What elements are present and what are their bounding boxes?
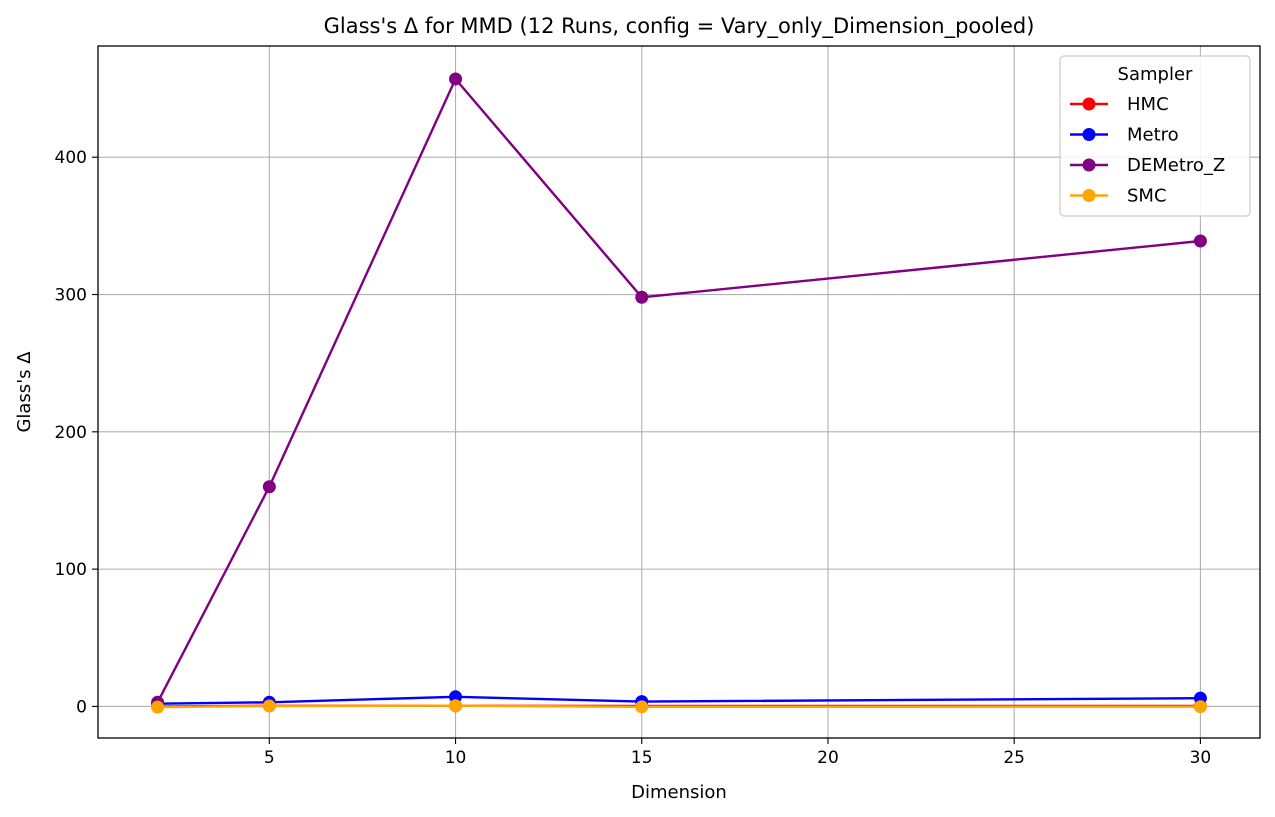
data-point [449,690,463,704]
x-tick-label: 20 [817,748,839,768]
y-axis-title: Glass's Δ [14,351,35,433]
legend-swatch-marker [1082,128,1096,141]
x-tick-label: 10 [445,748,467,768]
y-tick-label: 400 [55,148,87,168]
data-point [262,480,276,494]
data-point [151,700,165,714]
series-demetro-z [151,72,1207,709]
legend-entry: DEMetro_Z [1070,155,1225,176]
legend-label: DEMetro_Z [1127,155,1225,176]
data-point [1193,700,1207,714]
legend-box [1059,55,1251,217]
data-point [635,290,649,304]
x-tick-label: 25 [1003,748,1025,768]
legend: Sampler HMC Metro DEMetro_Z SMC [1059,55,1251,217]
x-tick-label: 5 [264,748,275,768]
y-tick-label: 300 [55,286,87,306]
series-line [157,704,1201,709]
legend-title: Sampler [1118,64,1193,85]
legend-entry: HMC [1070,94,1169,115]
y-tick-label: 200 [55,423,87,443]
legend-label: SMC [1127,186,1167,207]
x-tick-label: 30 [1190,748,1212,768]
x-axis-title: Dimension [631,782,727,803]
legend-swatch-marker [1082,158,1096,172]
x-tick-label: 15 [631,748,653,768]
series-smc [151,699,1207,714]
data-point [262,699,276,713]
y-tick-label: 0 [76,697,87,717]
legend-swatch-marker [1082,189,1096,202]
data-point [449,72,463,86]
data-point [635,700,649,714]
legend-label: Metro [1127,125,1179,146]
legend-label: HMC [1127,94,1169,115]
y-tick-label: 100 [55,560,87,580]
plot-frame [97,45,1261,739]
legend-entry: SMC [1070,186,1167,207]
legend-swatch-marker [1082,97,1096,111]
series-layer [151,72,1207,714]
legend-entry: Metro [1070,125,1179,146]
data-point [1193,234,1207,248]
data-point [449,699,463,713]
chart-title: Glass's Δ for MMD (12 Runs, config = Var… [324,14,1035,39]
